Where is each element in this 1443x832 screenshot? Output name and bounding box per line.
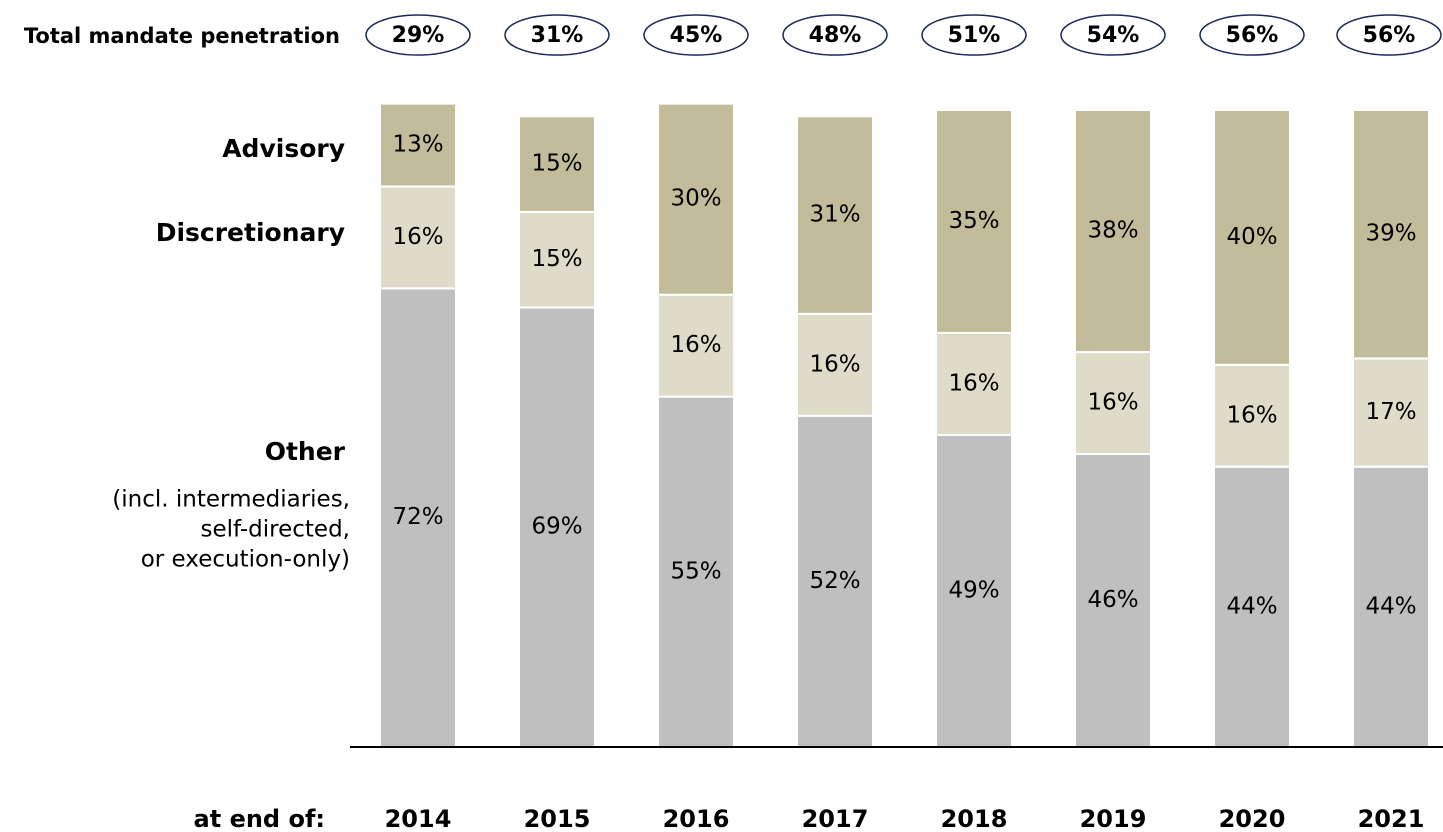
bar-segment: [1074, 351, 1152, 455]
segment-label: 15%: [531, 246, 582, 272]
bar-segment: [1213, 109, 1291, 366]
bar-segment: [657, 102, 735, 296]
penetration-oval: [1199, 14, 1305, 56]
x-tick-label: 2016: [663, 805, 730, 832]
segment-label: 69%: [531, 514, 582, 540]
segment-label: 30%: [670, 186, 721, 212]
penetration-label: 56%: [1363, 23, 1416, 48]
segment-label: 16%: [1087, 390, 1138, 416]
bar-segment: [1074, 452, 1152, 748]
x-axis-label: at end of:: [194, 805, 325, 832]
penetration-oval: [1336, 14, 1442, 56]
penetration-oval: [1060, 14, 1166, 56]
legend-note: (incl. intermediaries,: [112, 487, 350, 513]
segment-label: 15%: [531, 151, 582, 177]
segment-label: 17%: [1365, 399, 1416, 425]
bar-segment: [379, 287, 457, 748]
x-tick-label: 2020: [1219, 805, 1286, 832]
legend-label: Advisory: [222, 134, 345, 163]
bar-segment: [796, 414, 874, 748]
bar-segment: [379, 102, 457, 188]
x-tick-label: 2019: [1080, 805, 1147, 832]
bar-segment: [796, 115, 874, 315]
bar-segment: [1213, 363, 1291, 468]
row-label: Total mandate penetration: [24, 24, 340, 48]
legend-note: or execution-only): [141, 547, 350, 573]
penetration-label: 48%: [809, 23, 862, 48]
x-tick-label: 2018: [941, 805, 1008, 832]
segment-label: 16%: [809, 351, 860, 377]
segment-label: 55%: [670, 558, 721, 584]
segment-label: 72%: [392, 504, 443, 530]
segment-label: 35%: [948, 208, 999, 234]
penetration-oval: [504, 14, 610, 56]
segment-label: 16%: [948, 370, 999, 396]
penetration-label: 31%: [531, 23, 584, 48]
bar-segment: [657, 293, 735, 398]
segment-label: 31%: [809, 202, 860, 228]
penetration-oval: [782, 14, 888, 56]
penetration-label: 45%: [670, 23, 723, 48]
bar-segment: [1352, 109, 1430, 360]
segment-label: 49%: [948, 577, 999, 603]
x-tick-label: 2017: [802, 805, 869, 832]
legend-note: self-directed,: [201, 517, 350, 543]
x-tick-label: 2014: [385, 805, 452, 832]
segment-label: 16%: [1226, 402, 1277, 428]
segment-label: 46%: [1087, 587, 1138, 613]
penetration-oval: [643, 14, 749, 56]
bar-segment: [518, 115, 596, 213]
legend-label: Discretionary: [156, 218, 345, 247]
segment-label: 38%: [1087, 218, 1138, 244]
segment-label: 16%: [670, 332, 721, 358]
bar-segment: [935, 433, 1013, 748]
segment-label: 39%: [1365, 221, 1416, 247]
x-tick-label: 2015: [524, 805, 591, 832]
legend-label: Other: [265, 437, 346, 466]
penetration-oval: [921, 14, 1027, 56]
segment-label: 16%: [392, 224, 443, 250]
segment-label: 13%: [392, 132, 443, 158]
bar-segment: [657, 395, 735, 748]
penetration-label: 56%: [1226, 23, 1279, 48]
bar-segment: [379, 185, 457, 290]
penetration-oval: [365, 14, 471, 56]
segment-label: 44%: [1226, 593, 1277, 619]
penetration-label: 54%: [1087, 23, 1140, 48]
segment-label: 44%: [1365, 593, 1416, 619]
segment-label: 52%: [809, 568, 860, 594]
penetration-label: 51%: [948, 23, 1001, 48]
bar-segment: [1074, 109, 1152, 354]
bar-segment: [1213, 465, 1291, 748]
x-tick-label: 2021: [1358, 805, 1425, 832]
bar-segment: [935, 109, 1013, 334]
segment-label: 40%: [1226, 224, 1277, 250]
penetration-label: 29%: [392, 23, 445, 48]
